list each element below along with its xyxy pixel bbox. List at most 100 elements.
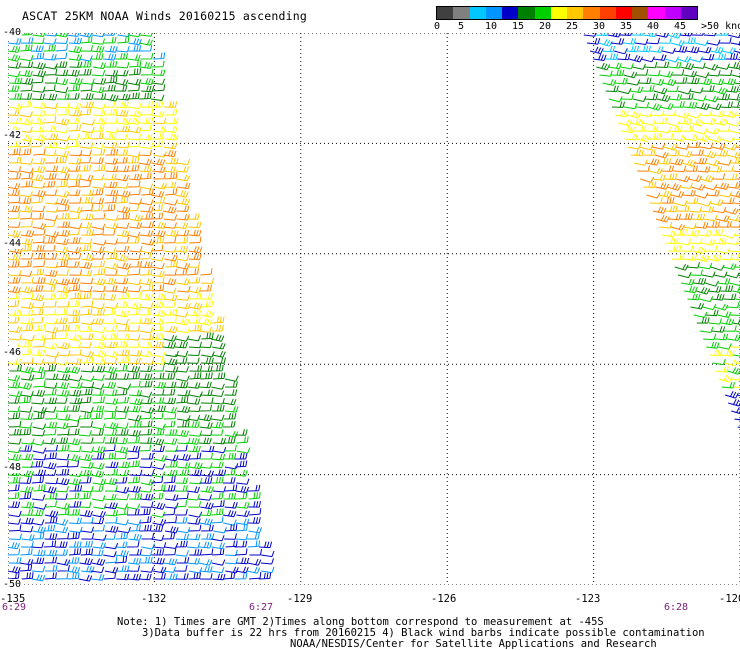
wind-barb	[114, 446, 129, 454]
wind-barb	[54, 143, 69, 150]
wind-barb	[247, 558, 262, 566]
wind-barb	[223, 453, 237, 460]
wind-barb	[175, 335, 190, 342]
wind-barb	[671, 69, 685, 76]
wind-barb	[694, 39, 709, 46]
wind-barb	[20, 461, 34, 468]
wind-barb	[32, 236, 45, 244]
wind-barb	[164, 109, 178, 116]
wind-barb	[42, 244, 56, 252]
wind-barb	[617, 53, 631, 61]
wind-barb	[729, 314, 740, 316]
wind-barb	[128, 222, 143, 229]
wind-barb	[128, 140, 141, 148]
wind-barb	[21, 501, 35, 509]
wind-barb	[44, 102, 58, 110]
wind-barb	[104, 509, 119, 517]
wind-barb	[599, 70, 613, 77]
wind-barb	[188, 511, 203, 518]
wind-barb	[20, 509, 34, 516]
wind-barb	[20, 172, 34, 180]
wind-barb	[8, 316, 20, 324]
wind-barb	[91, 38, 106, 45]
wind-barb	[32, 412, 45, 420]
wind-barb-map[interactable]	[8, 33, 740, 585]
wind-barb	[152, 84, 166, 92]
wind-barb	[139, 461, 153, 469]
wind-barb	[188, 253, 202, 261]
wind-barb	[31, 574, 46, 582]
wind-barb	[54, 518, 69, 526]
wind-barb	[104, 405, 118, 413]
wind-barb	[165, 133, 179, 141]
wind-barb	[139, 317, 153, 325]
colorbar-label: >50 knots	[701, 21, 740, 32]
wind-barb	[717, 125, 731, 132]
wind-barb	[235, 518, 250, 526]
wind-barb	[151, 557, 165, 565]
wind-barb	[712, 173, 726, 180]
lat-label-44: -44	[2, 238, 23, 249]
wind-barb	[114, 133, 128, 141]
wind-barb	[152, 428, 165, 436]
wind-barb	[20, 357, 34, 364]
wind-barb	[199, 404, 212, 412]
wind-barb	[188, 221, 202, 229]
wind-barb	[726, 301, 740, 309]
wind-barb	[20, 61, 34, 68]
wind-barb	[68, 252, 82, 260]
wind-barb	[701, 85, 715, 92]
wind-barb	[138, 391, 153, 398]
wind-barb	[18, 396, 32, 404]
wind-barb	[30, 509, 44, 517]
wind-barb	[731, 222, 740, 228]
wind-barb	[91, 389, 105, 396]
wind-barb	[234, 452, 248, 460]
wind-barb	[80, 93, 94, 100]
wind-barb	[728, 398, 740, 407]
wind-barb	[733, 202, 740, 205]
wind-barb	[141, 188, 154, 196]
wind-barb	[32, 102, 47, 109]
wind-barb	[104, 398, 119, 405]
wind-barb	[30, 294, 45, 302]
wind-barb	[67, 532, 80, 540]
wind-barb	[129, 214, 144, 222]
wind-barb	[55, 572, 69, 580]
wind-barb	[722, 232, 737, 239]
wind-barb	[706, 341, 720, 349]
wind-barb	[140, 52, 154, 60]
wind-barb	[104, 325, 118, 332]
wind-barb	[177, 420, 190, 428]
wind-barb	[102, 317, 116, 325]
wind-barb	[667, 213, 682, 221]
wind-barb	[127, 445, 141, 453]
wind-barb	[730, 190, 740, 199]
wind-barb	[176, 527, 191, 534]
wind-barb	[737, 58, 740, 61]
wind-barb	[670, 223, 685, 231]
wind-barb	[707, 70, 721, 77]
wind-barb	[67, 316, 81, 324]
colorbar-label: 15	[512, 21, 525, 32]
wind-barb	[44, 500, 57, 508]
wind-barb	[153, 182, 167, 190]
wind-barb	[140, 284, 154, 292]
wind-barb	[103, 173, 117, 181]
wind-barb	[32, 340, 46, 348]
wind-barb	[8, 292, 21, 300]
wind-barb	[248, 492, 261, 500]
wind-barb	[716, 63, 730, 70]
wind-barb	[722, 263, 737, 270]
wind-barb	[44, 278, 58, 286]
wind-barb	[695, 222, 709, 229]
wind-barb	[90, 383, 105, 390]
wind-barb	[117, 93, 131, 101]
wind-barb	[674, 263, 689, 271]
wind-barb	[138, 444, 152, 452]
wind-barb	[151, 158, 166, 166]
wind-barb	[43, 38, 57, 45]
wind-barb	[199, 509, 213, 516]
wind-barb	[104, 485, 118, 492]
wind-barb	[8, 412, 21, 420]
